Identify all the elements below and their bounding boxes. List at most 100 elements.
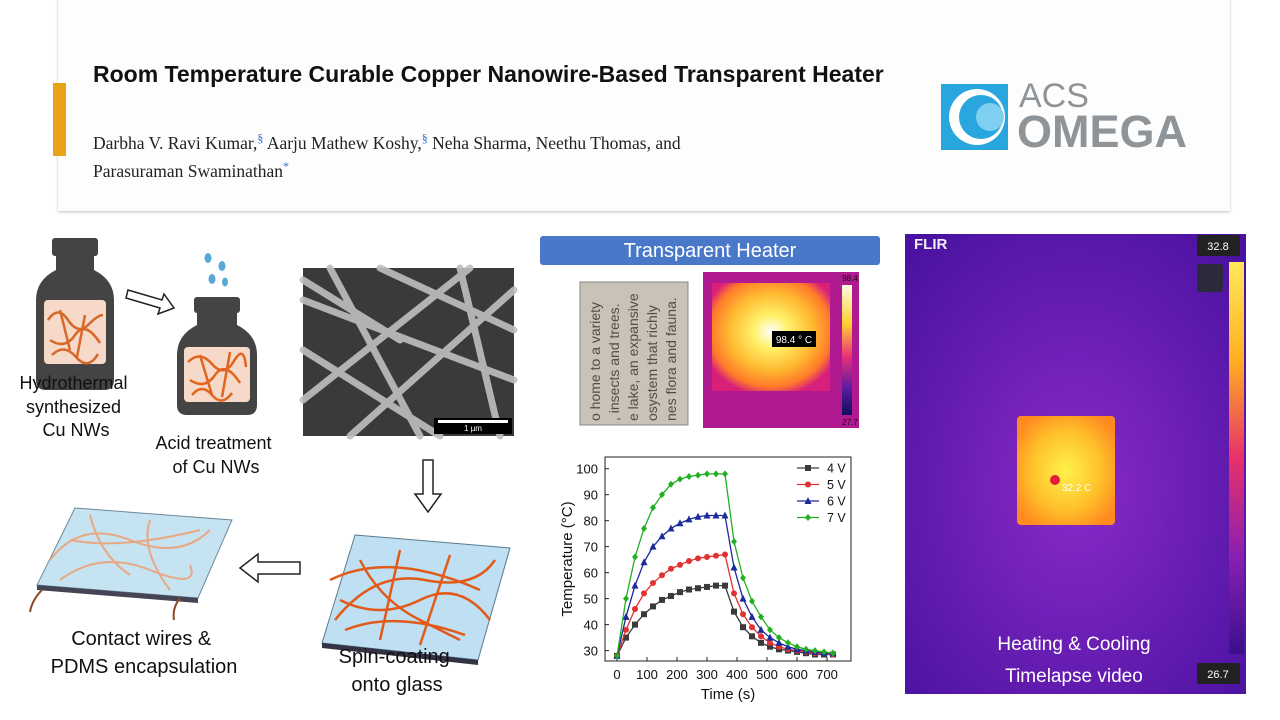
chart: 0 100 200 300 400 500 600 700 30 40 50 60 70 80 90 100 T… xyxy=(559,456,852,703)
banner xyxy=(540,236,880,265)
marker xyxy=(641,524,647,532)
legend-label: 6 V xyxy=(827,495,846,509)
marker xyxy=(659,596,665,603)
color-scale xyxy=(1229,262,1244,654)
label-line: Cu NWs xyxy=(43,420,110,440)
marker xyxy=(722,582,728,589)
sem-image: 1 µm xyxy=(299,264,518,440)
y-tick-label: 80 xyxy=(584,514,598,529)
marker xyxy=(722,470,728,478)
legend-marker xyxy=(805,465,811,471)
glass-plate xyxy=(321,534,511,665)
marker xyxy=(668,593,674,600)
affiliation-mark: § xyxy=(257,131,264,145)
label-line: onto glass xyxy=(351,674,442,696)
x-tick-label: 0 xyxy=(613,667,620,682)
y-tick-label: 30 xyxy=(584,644,598,659)
marker xyxy=(650,580,656,587)
y-tick-label: 60 xyxy=(584,566,598,581)
scale-box xyxy=(1197,663,1240,684)
marker xyxy=(776,634,782,642)
spot-label: 98.4 ° C xyxy=(776,335,812,346)
logo-bottom: OMEGA xyxy=(1017,106,1187,157)
banner-text: Transparent Heater xyxy=(624,240,797,262)
label-line: Contact wires & xyxy=(71,628,212,650)
marker xyxy=(730,563,738,571)
affiliation-mark: * xyxy=(283,158,290,173)
marker xyxy=(677,561,683,568)
marker xyxy=(623,595,629,603)
caption: Heating & Cooling xyxy=(997,634,1150,655)
accent-bar xyxy=(53,83,66,156)
caption: Timelapse video xyxy=(1005,666,1143,687)
scale-min: 26.7 xyxy=(1207,669,1228,681)
marker xyxy=(686,557,692,564)
authors: Darbha V. Ravi Kumar,§ Aarju Mathew Kosh… xyxy=(93,127,743,183)
arrow xyxy=(413,459,443,514)
y-tick-label: 70 xyxy=(584,540,598,555)
label-line: of Cu NWs xyxy=(172,457,259,477)
scale-max: 32.8 xyxy=(1207,241,1228,253)
marker xyxy=(622,612,630,620)
spot-marker xyxy=(1050,475,1060,485)
y-axis-label: Temperature (°C) xyxy=(559,501,576,616)
scale-min: 27.7 xyxy=(842,418,858,427)
author: Darbha V. Ravi Kumar, xyxy=(93,132,258,153)
legend-label: 7 V xyxy=(827,511,846,525)
marker xyxy=(749,597,755,605)
marker xyxy=(785,639,791,647)
marker xyxy=(713,470,719,478)
scale-bar-label: 1 µm xyxy=(464,424,482,433)
marker xyxy=(767,639,773,646)
marker xyxy=(749,633,755,640)
marker xyxy=(686,586,692,593)
marker xyxy=(668,565,674,572)
marker xyxy=(641,611,647,618)
marker xyxy=(740,611,746,618)
marker xyxy=(703,511,711,519)
marker xyxy=(686,472,692,480)
step-label: Contact wires & PDMS encapsulation xyxy=(51,628,238,678)
lock-icon xyxy=(1197,264,1223,292)
marker xyxy=(704,470,710,478)
photo-text: o home to a variety xyxy=(587,302,603,421)
plot-frame xyxy=(604,456,852,662)
bottle xyxy=(177,297,257,415)
marker xyxy=(830,649,836,657)
marker xyxy=(695,555,701,562)
marker xyxy=(812,647,818,655)
hot-region xyxy=(1017,416,1115,525)
spot-box xyxy=(772,331,816,347)
marker xyxy=(749,624,755,631)
marker xyxy=(623,634,629,641)
x-tick-label: 600 xyxy=(786,667,808,682)
spot-label: 32.2 C xyxy=(1062,483,1091,494)
marker xyxy=(731,608,737,615)
marker xyxy=(667,524,675,532)
marker xyxy=(677,475,683,483)
marker xyxy=(713,552,719,559)
author: Neethu Thomas, xyxy=(535,132,651,153)
photo-text: nes flora and fauna. xyxy=(663,297,679,421)
marker xyxy=(632,621,638,628)
marker xyxy=(803,645,809,653)
marker xyxy=(658,532,666,540)
marker xyxy=(757,625,765,633)
scale-max: 98.4 xyxy=(842,274,858,283)
marker xyxy=(632,606,638,613)
marker xyxy=(676,519,684,527)
marker xyxy=(695,585,701,592)
logo-top: ACS xyxy=(1019,77,1089,115)
label-line: Acid treatment xyxy=(155,433,271,453)
step-label: Acid treatment of Cu NWs xyxy=(155,433,276,477)
label-line: Spin-coating xyxy=(339,646,450,668)
x-tick-label: 400 xyxy=(726,667,748,682)
header-card xyxy=(58,0,1230,211)
marker xyxy=(713,582,719,589)
marker xyxy=(641,590,647,597)
marker xyxy=(740,574,746,582)
photo-text: osystem that richly xyxy=(644,305,660,421)
y-tick-label: 50 xyxy=(584,592,598,607)
author: Aarju Mathew Koshy, xyxy=(266,132,422,153)
